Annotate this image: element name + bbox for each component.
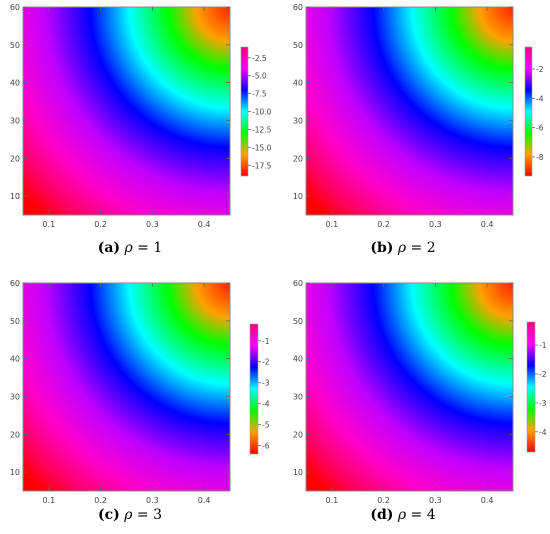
colorbar-tick-label-c: -5 — [262, 421, 270, 430]
colorbar-tick-label-c: -6 — [262, 442, 270, 451]
colorbar-tick-label-a: -12.5 — [252, 125, 272, 134]
y-tick-label-a: 30 — [10, 116, 20, 125]
x-tick-label-b: 0.2 — [377, 220, 390, 229]
plot-frame-a — [22, 6, 231, 216]
y-tick-label-a: 40 — [10, 79, 20, 88]
x-tick-label-b: 0.4 — [481, 220, 494, 229]
colorbar-tick-label-a: -2.5 — [252, 54, 267, 63]
colorbar-d — [526, 321, 536, 453]
caption-a-label: (a) — [97, 240, 121, 256]
x-tick-label-d: 0.2 — [377, 496, 390, 505]
caption-c-label: (c) — [97, 507, 120, 523]
plot-frame-d — [305, 282, 514, 492]
colorbar-tick-label-a: -17.5 — [252, 161, 272, 170]
colorbar-c — [249, 323, 259, 455]
heatmap-field-b — [306, 7, 513, 215]
caption-c-relation: = — [132, 507, 154, 523]
colorbar-tick-label-a: -7.5 — [252, 90, 267, 99]
caption-a: (a) ρ = 1 — [30, 240, 230, 256]
caption-d: (d) ρ = 4 — [303, 507, 503, 523]
y-tick-label-d: 50 — [293, 317, 303, 326]
heatmap-field-d — [306, 283, 513, 491]
colorbar-tick-label-a: -15.0 — [252, 143, 272, 152]
y-tick-label-c: 30 — [10, 392, 20, 401]
caption-a-value: 1 — [153, 240, 163, 256]
y-tick-label-a: 20 — [10, 154, 20, 163]
chart-panel-b: 0.1 0.2 0.3 0.4 10 20 30 40 50 60 -2 -4 -6 -8 — [293, 3, 544, 229]
y-tick-label-b: 30 — [293, 116, 303, 125]
x-tick-label-b: 0.1 — [326, 220, 339, 229]
heatmap-field-c — [23, 283, 230, 491]
colorbar-tick-label-c: -4 — [262, 400, 270, 409]
y-tick-label-a: 60 — [10, 3, 20, 12]
y-tick-label-b: 50 — [293, 41, 303, 50]
colorbar-tick-label-d: -3 — [539, 399, 547, 408]
chart-panel-d: 0.1 0.2 0.3 0.4 10 20 30 40 50 60 -1 -2 -3 -4 — [293, 279, 547, 505]
y-tick-label-d: 30 — [293, 392, 303, 401]
x-tick-label-b: 0.3 — [429, 220, 442, 229]
caption-c: (c) ρ = 3 — [30, 507, 230, 523]
y-tick-label-d: 60 — [293, 279, 303, 288]
y-tick-label-c: 60 — [10, 279, 20, 288]
caption-b-value: 2 — [426, 240, 436, 256]
colorbar-tick-label-d: -4 — [539, 428, 547, 437]
y-tick-label-c: 40 — [10, 355, 20, 364]
caption-b-symbol: ρ — [397, 240, 407, 256]
x-tick-label-a: 0.3 — [146, 220, 159, 229]
caption-c-symbol: ρ — [124, 507, 133, 523]
y-tick-label-b: 10 — [293, 192, 303, 201]
x-tick-label-a: 0.2 — [94, 220, 107, 229]
colorbar-a — [240, 46, 249, 177]
colorbar-tick-label-a: -10.0 — [252, 108, 272, 117]
plot-frame-c — [22, 282, 231, 492]
y-tick-label-a: 10 — [10, 192, 20, 201]
y-tick-label-c: 10 — [10, 468, 20, 477]
caption-d-value: 4 — [426, 507, 436, 523]
x-tick-label-a: 0.1 — [43, 220, 56, 229]
x-tick-label-c: 0.4 — [198, 496, 211, 505]
y-tick-label-a: 50 — [10, 41, 20, 50]
x-tick-label-d: 0.1 — [326, 496, 339, 505]
colorbar-tick-label-c: -1 — [262, 337, 270, 346]
caption-d-relation: = — [406, 507, 427, 523]
colorbar-tick-label-c: -3 — [262, 379, 270, 388]
caption-b-label: (b) — [370, 240, 394, 256]
x-tick-label-c: 0.3 — [146, 496, 159, 505]
colorbar-tick-label-d: -1 — [539, 341, 547, 350]
x-tick-label-a: 0.4 — [198, 220, 211, 229]
y-tick-label-c: 20 — [10, 430, 20, 439]
y-tick-label-d: 40 — [293, 355, 303, 364]
caption-c-value: 3 — [153, 507, 163, 523]
chart-panel-c: 0.1 0.2 0.3 0.4 10 20 30 40 50 60 -1 -2 -3 -4 -5 -6 — [10, 279, 270, 505]
x-tick-label-c: 0.1 — [43, 496, 56, 505]
colorbar-tick-label-b: -4 — [536, 94, 544, 103]
caption-b: (b) ρ = 2 — [303, 240, 503, 256]
caption-d-symbol: ρ — [397, 507, 407, 523]
x-tick-label-c: 0.2 — [94, 496, 107, 505]
colorbar-tick-label-b: -6 — [536, 124, 544, 133]
x-tick-label-d: 0.3 — [429, 496, 442, 505]
y-tick-label-d: 10 — [293, 468, 303, 477]
y-tick-label-d: 20 — [293, 430, 303, 439]
colorbar-b — [524, 46, 533, 177]
colorbar-tick-label-c: -2 — [262, 358, 270, 367]
caption-b-relation: = — [406, 240, 427, 256]
colorbar-tick-label-b: -8 — [536, 153, 544, 162]
x-tick-label-d: 0.4 — [481, 496, 494, 505]
plot-frame-b — [305, 6, 514, 216]
y-tick-label-b: 40 — [293, 79, 303, 88]
y-tick-label-c: 50 — [10, 317, 20, 326]
colorbar-tick-label-a: -5.0 — [252, 72, 267, 81]
y-tick-label-b: 20 — [293, 154, 303, 163]
caption-a-symbol: ρ — [124, 240, 133, 256]
y-tick-label-b: 60 — [293, 3, 303, 12]
chart-panel-a: 0.1 0.2 0.3 0.4 10 20 30 40 50 60 -2.5 -5.0 -7.5 -10.… — [10, 3, 272, 229]
heatmap-field-a — [23, 7, 230, 215]
caption-a-relation: = — [132, 240, 154, 256]
caption-d-label: (d) — [370, 507, 394, 523]
colorbar-tick-label-d: -2 — [539, 370, 547, 379]
colorbar-tick-label-b: -2 — [536, 65, 544, 74]
